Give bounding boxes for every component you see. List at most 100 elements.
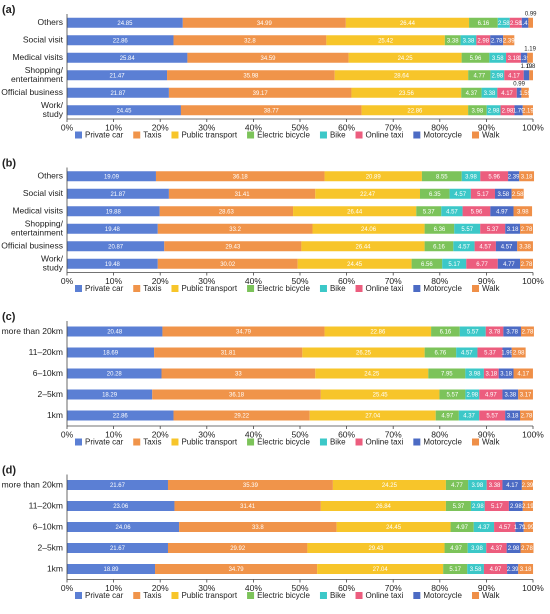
bar-segment [473,522,495,532]
x-tick-label: 100% [522,429,544,439]
bar-segment [485,326,504,337]
value-label: 3.38 [447,38,459,44]
bar-segment [521,87,529,98]
bar-segment [443,564,468,574]
value-label: 24.25 [382,483,398,489]
bar-segment [67,206,160,217]
bar-segment [459,326,486,337]
legend-swatch [355,131,363,139]
value-label: 4.57 [458,244,470,250]
bar-segment [479,410,506,421]
bar-segment [174,501,321,511]
legend-swatch [472,285,480,292]
y-tick-label: 1km [47,410,63,420]
bar-segment [324,326,432,337]
bar-segment [173,35,327,46]
value-label: 26.84 [376,504,392,510]
value-label: 26.25 [356,351,372,357]
bar-segment [502,480,522,490]
legend-label: Taxis [143,438,161,447]
bar-segment [523,522,533,532]
legend-swatch [355,285,363,292]
bar-segment [168,188,316,199]
value-label: 36.18 [233,174,249,180]
bar-segment [483,368,499,379]
value-label: 2.19 [522,504,534,510]
bar-segment [435,410,459,421]
value-label: 6.76 [435,351,447,357]
value-label: 25.45 [373,393,389,399]
value-label: 0.99 [513,81,525,87]
y-tick-label: 2–5km [37,389,63,399]
x-tick-label: 60% [338,276,355,286]
value-label: 21.67 [110,546,126,552]
value-label: 5.17 [491,504,503,510]
value-label: 4.97 [456,525,468,531]
bar-segment [466,258,498,269]
bar-segment [458,410,480,421]
value-label: 39.17 [253,91,269,97]
x-tick-label: 60% [338,429,355,439]
legend-label: Motorcycle [423,284,462,293]
value-label: 5.96 [470,56,482,62]
bar-segment [320,501,446,511]
legend-label: Walk [482,131,500,140]
y-tick-label: 6–10km [33,368,63,378]
legend-label: Electric bicycle [257,591,310,600]
value-label: 2.98 [492,73,504,79]
bar-segment [520,543,534,553]
bar-segment [449,188,471,199]
bar-segment [508,501,523,511]
value-label: 27.04 [365,414,381,420]
bar-segment [476,35,491,46]
y-tick-label: Official business [1,241,63,251]
value-label: 3.98 [517,209,529,215]
value-label: 4.57 [461,351,473,357]
legend-swatch [171,438,179,446]
value-label: 3.58 [470,567,482,573]
bar-segment [301,241,425,252]
bar-segment [460,35,477,46]
value-label: 32.8 [244,38,256,44]
legend-swatch [355,438,363,446]
x-tick-label: 70% [385,276,402,286]
bar-segment [416,206,442,217]
value-label: 24.45 [386,525,402,531]
bar-segment [444,35,461,46]
value-label: 3.38 [484,91,496,97]
bar-segment [461,52,490,63]
value-label: 33 [235,372,242,378]
bar-segment [522,501,533,511]
value-label: 4.37 [463,414,475,420]
legend-swatch [413,131,421,139]
bar-segment [348,52,462,63]
bar-segment [67,35,174,46]
x-tick-label: 30% [198,429,215,439]
bar-segment [445,480,469,490]
value-label: 3.58 [492,56,504,62]
value-label: 3.38 [519,244,531,250]
value-label: 4.17 [508,73,520,79]
bar-segment [461,171,481,182]
bar-segment [497,87,517,98]
bar-segment [439,389,466,400]
bar-segment [503,35,515,46]
bar-segment [315,368,429,379]
value-label: 34.79 [229,567,245,573]
bar-segment [444,543,468,553]
value-label: 5.17 [448,262,460,268]
value-label: 6.35 [429,192,441,198]
value-label: 1.39 [518,56,530,62]
value-label: 4.57 [454,192,466,198]
bar-segment [454,223,481,234]
legend-swatch [472,438,480,446]
value-label: 5.37 [487,227,499,233]
legend-label: Online taxi [366,131,404,140]
bar-segment [516,87,522,98]
bar-segment [317,564,444,574]
bar-segment [67,501,175,511]
bar-segment [445,501,471,511]
legend-swatch [75,285,82,292]
value-label: 2.98 [508,546,520,552]
